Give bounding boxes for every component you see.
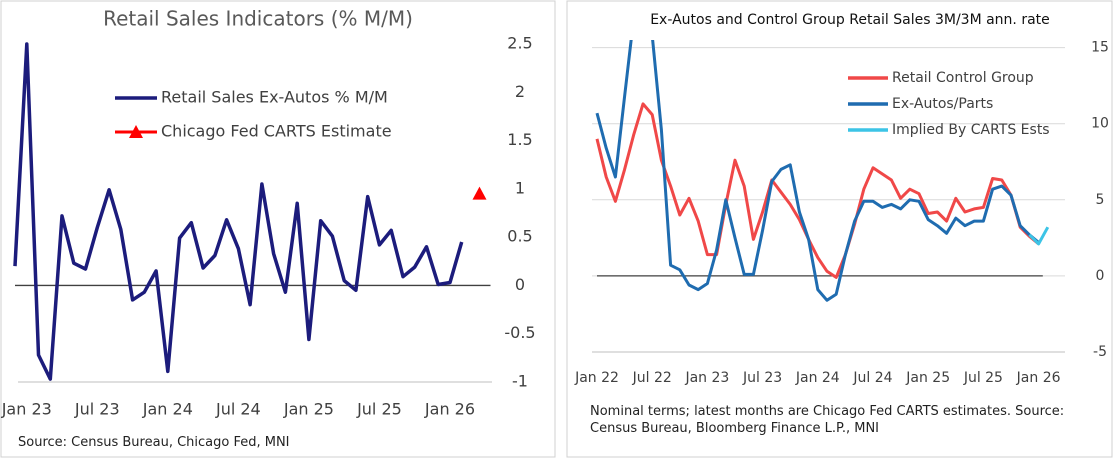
x-tick-label: Jul 24: [852, 370, 892, 386]
x-tick-label: Jan 26: [424, 400, 475, 419]
plot-area: [595, 40, 1050, 302]
x-tick-label: Jul 23: [74, 400, 120, 419]
series-line: [1028, 226, 1050, 246]
y-tick-label: 0: [1096, 268, 1105, 284]
x-tick-label: Jan 24: [795, 370, 840, 386]
x-tick-label: Jul 25: [356, 400, 402, 419]
x-tick-label: Jan 25: [905, 370, 950, 386]
y-tick-label: -5: [1093, 344, 1107, 360]
x-tick-label: Jan 24: [142, 400, 193, 419]
y-tick-label: 0.5: [507, 227, 532, 246]
series-line: [595, 40, 1040, 302]
legend-label: Ex-Autos/Parts: [892, 96, 993, 112]
source-note: Nominal terms; latest months are Chicago…: [590, 404, 1065, 436]
x-tick-label: Jul 23: [742, 370, 782, 386]
source-note: Source: Census Bureau, Chicago Fed, MNI: [18, 435, 290, 450]
y-tick-label: 0: [515, 275, 525, 294]
chart-title: Retail Sales Indicators (% M/M): [103, 7, 413, 31]
x-tick-label: Jul 25: [963, 370, 1003, 386]
x-tick-label: Jan 26: [1016, 370, 1061, 386]
plot-area: [13, 42, 487, 381]
panel-border: [0, 0, 556, 458]
series-line: [595, 102, 1040, 279]
marker: [472, 186, 487, 200]
y-tick-label: 10: [1091, 116, 1109, 132]
y-tick-label: -1: [512, 372, 528, 391]
x-tick-label: Jul 24: [215, 400, 261, 419]
x-tick-label: Jan 22: [574, 370, 619, 386]
legend-label: Retail Control Group: [892, 70, 1034, 86]
y-tick-label: 15: [1091, 40, 1109, 56]
legend-label: Retail Sales Ex-Autos % M/M: [161, 88, 388, 107]
x-tick-label: Jan 23: [1, 400, 52, 419]
y-tick-label: 1: [515, 178, 525, 197]
y-tick-label: 2.5: [507, 34, 532, 53]
y-tick-label: -0.5: [504, 323, 535, 342]
legend-marker: [129, 125, 143, 138]
legend-label: Implied By CARTS Ests: [892, 122, 1050, 138]
x-tick-label: Jul 22: [632, 370, 672, 386]
x-tick-label: Jan 23: [684, 370, 729, 386]
legend-label: Chicago Fed CARTS Estimate: [161, 122, 392, 141]
panel-border: [566, 0, 1113, 458]
x-tick-label: Jan 25: [283, 400, 334, 419]
chart-title: Ex-Autos and Control Group Retail Sales …: [650, 12, 1050, 28]
y-tick-label: 2: [515, 82, 525, 101]
y-tick-label: 1.5: [507, 130, 532, 149]
series-line: [13, 42, 464, 381]
y-tick-label: 5: [1096, 192, 1105, 208]
